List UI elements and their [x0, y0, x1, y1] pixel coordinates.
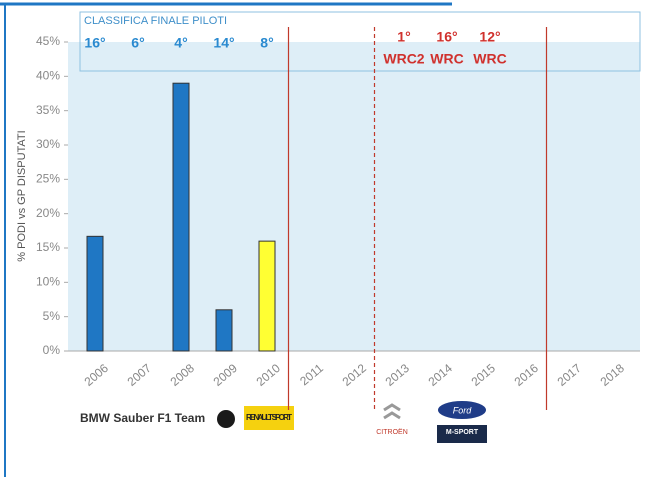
- driver-ranking: 8°: [260, 35, 273, 51]
- x-tick-label: 2015: [469, 361, 499, 389]
- x-tick-label: 2007: [125, 361, 155, 389]
- logo-renault-bg: [244, 406, 294, 430]
- x-tick-label: 2014: [426, 361, 456, 389]
- rally-series: WRC2: [383, 51, 424, 67]
- y-tick-label: 5%: [43, 309, 61, 323]
- y-tick-label: 40%: [36, 69, 60, 83]
- bar: [172, 82, 190, 352]
- driver-ranking: 14°: [213, 35, 234, 51]
- y-tick-label: 10%: [36, 275, 60, 289]
- rally-series: WRC: [430, 51, 463, 67]
- logo-bmw: BMW Sauber F1 Team: [80, 411, 205, 425]
- logo-citroen: CITROËN: [376, 428, 408, 436]
- logo-ford-oval: [438, 401, 486, 419]
- y-tick-label: 25%: [36, 172, 60, 186]
- bar: [258, 240, 276, 352]
- rally-ranking: 16°: [436, 29, 457, 45]
- box-title: CLASSIFICA FINALE PILOTI: [84, 15, 227, 27]
- x-tick-label: 2017: [555, 361, 585, 389]
- x-tick-label: 2010: [254, 361, 284, 389]
- y-tick-label: 20%: [36, 206, 60, 220]
- y-tick-label: 45%: [36, 34, 60, 48]
- driver-ranking: 4°: [174, 35, 187, 51]
- x-tick-label: 2012: [340, 361, 370, 389]
- logo-msport: M-SPORT: [446, 429, 479, 436]
- x-tick-label: 2008: [168, 361, 198, 389]
- x-tick-label: 2013: [383, 361, 413, 389]
- logo-chevrons: [383, 403, 401, 420]
- x-tick-label: 2011: [297, 361, 326, 389]
- y-axis-label: % PODI vs GP DISPUTATI: [16, 130, 28, 261]
- rally-series: WRC: [473, 51, 506, 67]
- logo-ford: Ford: [453, 405, 473, 415]
- x-tick-label: 2016: [512, 361, 542, 389]
- driver-ranking: 16°: [84, 35, 105, 51]
- y-tick-label: 15%: [36, 240, 60, 254]
- plot-background: [68, 42, 640, 351]
- bar: [215, 309, 233, 352]
- driver-ranking: 6°: [131, 35, 144, 51]
- bar: [86, 235, 104, 352]
- x-tick-label: 2018: [598, 361, 628, 389]
- ranking-box: [79, 11, 641, 72]
- y-tick-label: 0%: [43, 343, 61, 357]
- logo-msport-bg: [437, 425, 487, 443]
- y-tick-label: 35%: [36, 103, 60, 117]
- y-tick-label: 30%: [36, 137, 60, 151]
- rally-ranking: 1°: [397, 29, 410, 45]
- logo-roundel: [217, 410, 235, 428]
- logos: BMW Sauber F1 Team RENAULT SPORT CITROËN…: [80, 401, 487, 443]
- x-tick-label: 2009: [211, 361, 241, 389]
- x-tick-label: 2006: [82, 361, 112, 389]
- logo-renault: RENAULT SPORT: [246, 413, 292, 422]
- rally-ranking: 12°: [479, 29, 500, 45]
